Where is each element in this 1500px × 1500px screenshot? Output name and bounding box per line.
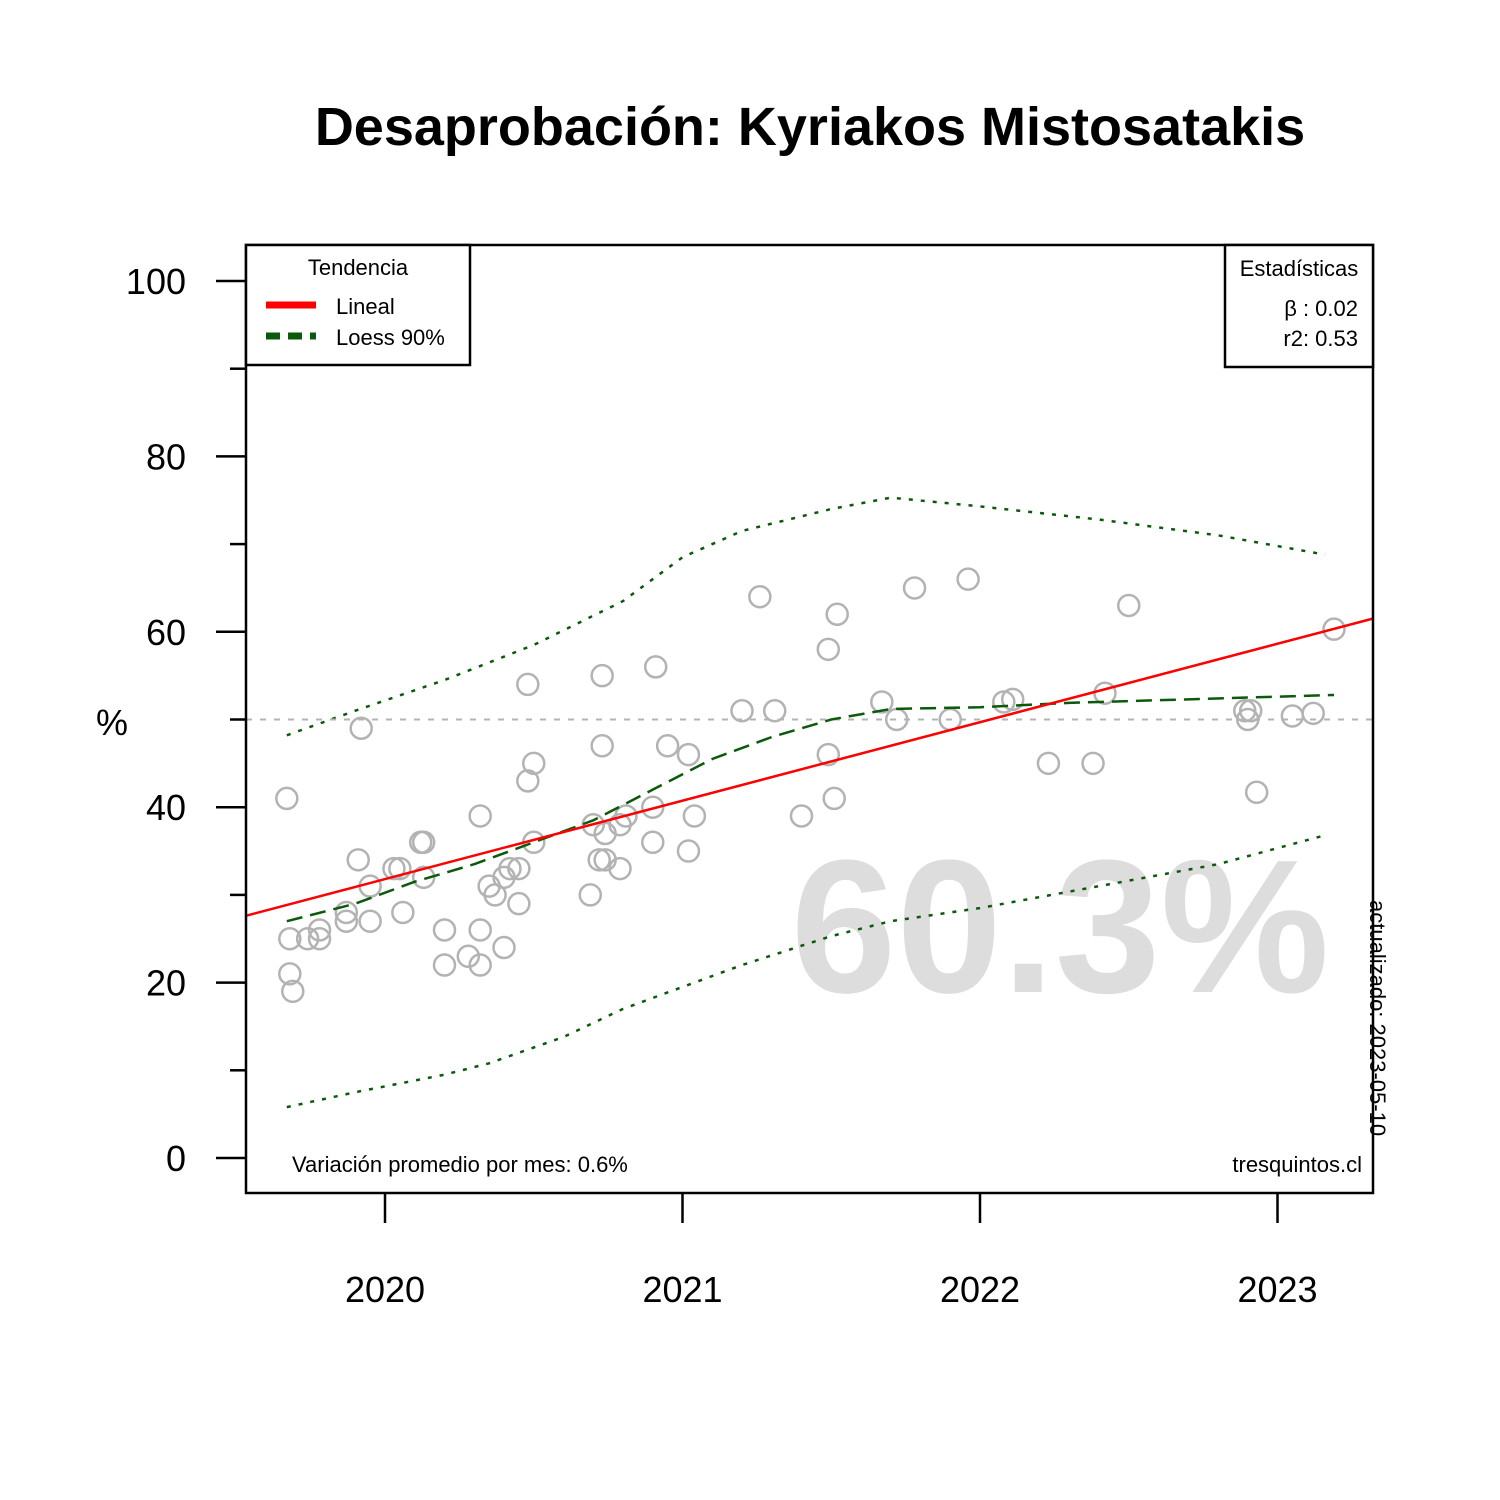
data-point bbox=[956, 567, 980, 591]
data-point bbox=[432, 953, 457, 977]
y-tick-label: 40 bbox=[146, 787, 186, 828]
data-point bbox=[1322, 617, 1346, 641]
data-points bbox=[275, 567, 1346, 1004]
stats-box: Estadísticas β : 0.02 r2: 0.53 bbox=[1223, 243, 1375, 369]
data-point bbox=[358, 909, 382, 933]
x-tick-label: 2023 bbox=[1237, 1269, 1317, 1310]
x-tick-label: 2021 bbox=[642, 1269, 722, 1310]
data-point bbox=[307, 927, 332, 951]
y-axis: 0 20 40 60 80 100 bbox=[126, 261, 246, 1179]
data-point bbox=[643, 655, 668, 679]
loess-lower-band bbox=[286, 834, 1326, 1109]
data-point bbox=[468, 918, 492, 942]
data-point bbox=[307, 918, 332, 942]
data-point bbox=[388, 856, 412, 881]
stats-r2: r2: 0.53 bbox=[1283, 326, 1358, 351]
linear-trend-line bbox=[244, 617, 1374, 918]
data-point bbox=[608, 856, 632, 881]
data-point bbox=[278, 962, 302, 986]
data-point bbox=[578, 883, 603, 907]
data-point bbox=[1036, 751, 1061, 776]
data-point bbox=[275, 786, 299, 811]
data-point bbox=[641, 830, 665, 855]
data-point bbox=[278, 927, 302, 951]
stats-beta: β : 0.02 bbox=[1284, 296, 1358, 321]
data-point bbox=[382, 856, 406, 881]
data-point bbox=[641, 795, 665, 819]
x-tick-label: 2020 bbox=[345, 1269, 425, 1310]
data-point bbox=[1280, 704, 1305, 728]
data-point bbox=[822, 786, 846, 811]
data-point bbox=[346, 848, 370, 872]
data-point bbox=[992, 690, 1016, 714]
data-point bbox=[590, 734, 614, 758]
data-point bbox=[411, 830, 436, 855]
y-tick-label: 100 bbox=[126, 261, 186, 302]
data-point bbox=[1000, 687, 1025, 712]
data-point bbox=[516, 769, 540, 793]
data-point bbox=[825, 602, 849, 627]
data-point bbox=[507, 856, 531, 881]
y-tick-label: 20 bbox=[146, 963, 186, 1004]
data-point bbox=[334, 909, 359, 933]
data-point bbox=[902, 576, 927, 600]
data-point bbox=[682, 804, 707, 828]
legend: Tendencia Lineal Loess 90% bbox=[244, 243, 472, 367]
data-point bbox=[590, 663, 614, 688]
data-point bbox=[587, 848, 611, 872]
data-point bbox=[676, 839, 701, 863]
data-point bbox=[676, 742, 701, 767]
data-point bbox=[1238, 698, 1263, 723]
data-point bbox=[432, 918, 457, 942]
data-point bbox=[730, 698, 754, 723]
data-point bbox=[295, 927, 320, 951]
data-point bbox=[614, 804, 638, 828]
x-axis: 2020 2021 2022 2023 bbox=[345, 1193, 1318, 1310]
stats-title: Estadísticas bbox=[1240, 256, 1359, 281]
data-point bbox=[762, 698, 787, 723]
source-label: tresquintos.cl bbox=[1232, 1152, 1362, 1177]
data-point bbox=[816, 637, 841, 662]
data-point bbox=[281, 979, 305, 1004]
big-value-label: 60.3% bbox=[791, 821, 1330, 1033]
data-point bbox=[492, 935, 516, 960]
x-tick-label: 2022 bbox=[940, 1269, 1020, 1310]
data-point bbox=[655, 734, 680, 758]
y-axis-label: % bbox=[96, 702, 128, 743]
updated-label: actualizado: 2023-05-10 bbox=[1365, 900, 1390, 1136]
data-point bbox=[468, 953, 492, 977]
chart-title: Desaprobación: Kyriakos Mistosatakis bbox=[315, 97, 1305, 157]
data-point bbox=[498, 856, 522, 881]
data-point bbox=[1301, 701, 1325, 726]
data-point bbox=[411, 865, 436, 890]
y-tick-label: 0 bbox=[166, 1138, 186, 1179]
variation-note: Variación promedio por mes: 0.6% bbox=[292, 1152, 628, 1177]
data-point bbox=[1244, 780, 1269, 805]
legend-label-lineal: Lineal bbox=[336, 294, 395, 319]
data-point bbox=[1117, 593, 1141, 618]
data-point bbox=[391, 900, 415, 925]
data-point bbox=[456, 944, 481, 969]
legend-title: Tendencia bbox=[308, 255, 409, 280]
data-point bbox=[522, 751, 546, 776]
loess-confidence-bands bbox=[286, 496, 1326, 1109]
legend-label-loess: Loess 90% bbox=[336, 325, 445, 350]
data-point bbox=[748, 584, 772, 609]
data-point bbox=[816, 742, 841, 767]
data-point bbox=[870, 690, 894, 714]
data-point bbox=[516, 672, 540, 697]
loess-line bbox=[286, 693, 1335, 923]
data-point bbox=[507, 891, 531, 916]
data-point bbox=[1081, 751, 1105, 776]
data-point bbox=[334, 900, 359, 925]
data-point bbox=[581, 812, 605, 837]
data-point bbox=[349, 716, 373, 741]
data-point bbox=[789, 804, 814, 828]
y-tick-label: 60 bbox=[146, 612, 186, 653]
data-point bbox=[468, 804, 492, 828]
y-tick-label: 80 bbox=[146, 436, 186, 477]
